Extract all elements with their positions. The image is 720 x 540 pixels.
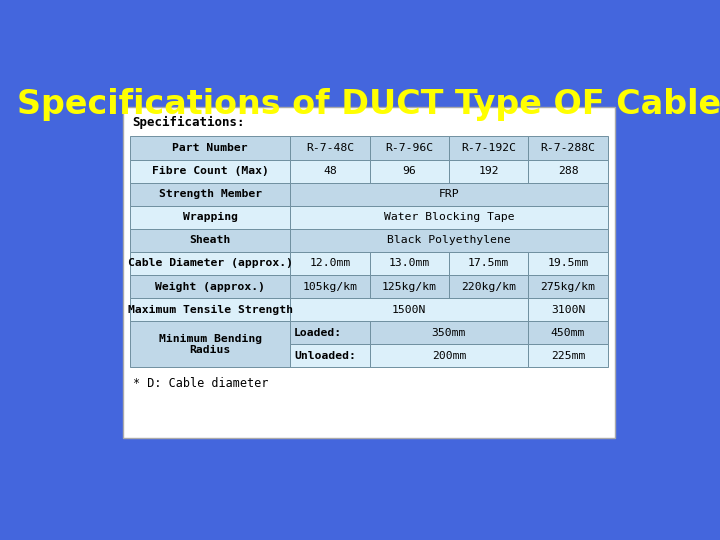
Text: 13.0mm: 13.0mm: [389, 259, 430, 268]
Bar: [449, 252, 528, 275]
Bar: [369, 159, 449, 183]
Bar: [528, 298, 608, 321]
Bar: [449, 137, 528, 159]
Text: 48: 48: [323, 166, 337, 176]
Text: 12.0mm: 12.0mm: [310, 259, 351, 268]
Text: FRP: FRP: [438, 189, 459, 199]
Bar: [290, 183, 608, 206]
Text: 225mm: 225mm: [551, 351, 585, 361]
Text: Part Number: Part Number: [173, 143, 248, 153]
Bar: [130, 252, 290, 275]
Text: 1500N: 1500N: [392, 305, 426, 315]
Bar: [528, 345, 608, 367]
Text: 275kg/km: 275kg/km: [541, 281, 595, 292]
Bar: [449, 159, 528, 183]
Bar: [528, 137, 608, 159]
FancyBboxPatch shape: [122, 107, 616, 438]
Text: Specifications:: Specifications:: [132, 117, 244, 130]
Bar: [369, 321, 528, 345]
Text: Strength Member: Strength Member: [158, 189, 262, 199]
Bar: [130, 229, 290, 252]
Text: 450mm: 450mm: [551, 328, 585, 338]
Text: 288: 288: [558, 166, 578, 176]
Bar: [290, 206, 608, 229]
Bar: [130, 159, 290, 183]
Bar: [290, 321, 369, 345]
Text: 350mm: 350mm: [432, 328, 466, 338]
Text: 19.5mm: 19.5mm: [547, 259, 589, 268]
Bar: [290, 137, 369, 159]
Text: Unloaded:: Unloaded:: [294, 351, 356, 361]
Text: Fibre Count (Max): Fibre Count (Max): [152, 166, 269, 176]
Text: Wrapping: Wrapping: [183, 212, 238, 222]
Text: R-7-96C: R-7-96C: [385, 143, 433, 153]
Text: Water Blocking Tape: Water Blocking Tape: [384, 212, 514, 222]
Bar: [528, 252, 608, 275]
Bar: [130, 206, 290, 229]
Text: Loaded:: Loaded:: [294, 328, 342, 338]
Bar: [130, 183, 290, 206]
Text: 220kg/km: 220kg/km: [461, 281, 516, 292]
Bar: [369, 252, 449, 275]
Text: 192: 192: [478, 166, 499, 176]
Bar: [290, 298, 528, 321]
Bar: [528, 159, 608, 183]
Bar: [369, 275, 449, 298]
Bar: [290, 275, 369, 298]
Text: Maximum Tensile Strength: Maximum Tensile Strength: [127, 305, 293, 315]
Bar: [130, 298, 290, 321]
Text: 200mm: 200mm: [432, 351, 466, 361]
Bar: [290, 252, 369, 275]
Bar: [130, 275, 290, 298]
Text: 3100N: 3100N: [551, 305, 585, 315]
Text: R-7-48C: R-7-48C: [306, 143, 354, 153]
Bar: [369, 345, 528, 367]
Text: Specifications of DUCT Type OF Cable: Specifications of DUCT Type OF Cable: [17, 88, 720, 121]
Bar: [449, 275, 528, 298]
Text: Cable Diameter (approx.): Cable Diameter (approx.): [127, 259, 293, 268]
Text: Sheath: Sheath: [189, 235, 231, 245]
Text: Weight (approx.): Weight (approx.): [156, 281, 265, 292]
Text: R-7-192C: R-7-192C: [461, 143, 516, 153]
Bar: [528, 275, 608, 298]
Bar: [130, 137, 290, 159]
Bar: [290, 345, 369, 367]
Bar: [369, 137, 449, 159]
Bar: [130, 321, 290, 367]
Text: 125kg/km: 125kg/km: [382, 281, 437, 292]
Text: 17.5mm: 17.5mm: [468, 259, 509, 268]
Text: R-7-288C: R-7-288C: [541, 143, 595, 153]
Text: Black Polyethylene: Black Polyethylene: [387, 235, 510, 245]
Bar: [290, 229, 608, 252]
Text: Minimum Bending
Radius: Minimum Bending Radius: [158, 334, 262, 355]
Bar: [528, 321, 608, 345]
Text: 96: 96: [402, 166, 416, 176]
Text: 105kg/km: 105kg/km: [302, 281, 357, 292]
Bar: [290, 159, 369, 183]
Text: * D: Cable diameter: * D: Cable diameter: [133, 377, 269, 390]
